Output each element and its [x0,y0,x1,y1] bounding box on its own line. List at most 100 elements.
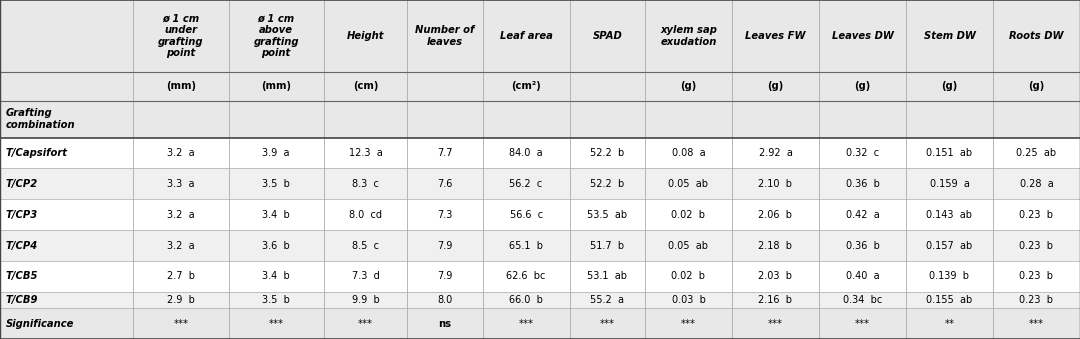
Text: (cm): (cm) [353,81,378,91]
Bar [645,101,732,138]
Bar [324,261,407,292]
Text: 0.151  ab: 0.151 ab [927,148,973,158]
Bar [0,292,134,308]
Bar [732,230,819,261]
Bar [906,261,993,292]
Bar [229,292,324,308]
Text: T/CB5: T/CB5 [5,271,38,281]
Text: Leaves FW: Leaves FW [745,31,806,41]
Bar [819,230,906,261]
Text: ***: *** [768,319,783,328]
Bar [906,72,993,101]
Text: 7.6: 7.6 [437,179,453,189]
Text: 0.42  a: 0.42 a [846,210,879,220]
Bar [134,168,229,199]
Text: 0.139  b: 0.139 b [930,271,970,281]
Bar [569,292,645,308]
Bar [906,308,993,339]
Bar [819,72,906,101]
Bar [407,138,483,168]
Text: 0.36  b: 0.36 b [846,179,879,189]
Bar [483,138,569,168]
Text: 53.1  ab: 53.1 ab [588,271,627,281]
Bar [906,292,993,308]
Bar [229,0,324,72]
Text: (g): (g) [680,81,697,91]
Bar [407,261,483,292]
Bar [993,308,1080,339]
Bar [906,101,993,138]
Bar [0,0,134,72]
Text: Height: Height [347,31,384,41]
Bar [134,101,229,138]
Bar [324,308,407,339]
Text: SPAD: SPAD [593,31,622,41]
Text: ns: ns [438,319,451,328]
Text: Leaf area: Leaf area [500,31,553,41]
Text: 56.2  c: 56.2 c [510,179,543,189]
Text: 0.02  b: 0.02 b [672,271,705,281]
Bar [229,308,324,339]
Text: 0.08  a: 0.08 a [672,148,705,158]
Bar [134,138,229,168]
Text: 2.18  b: 2.18 b [758,240,793,251]
Text: ***: *** [518,319,534,328]
Bar [407,168,483,199]
Bar [229,230,324,261]
Text: 0.23  b: 0.23 b [1020,271,1053,281]
Bar [407,199,483,230]
Text: 7.9: 7.9 [437,271,453,281]
Text: 0.28  a: 0.28 a [1020,179,1053,189]
Text: 3.2  a: 3.2 a [167,240,194,251]
Bar [324,101,407,138]
Bar [732,199,819,230]
Bar [993,138,1080,168]
Bar [819,292,906,308]
Text: ***: *** [855,319,870,328]
Text: 0.03  b: 0.03 b [672,295,705,305]
Text: 52.2  b: 52.2 b [590,179,624,189]
Bar [569,230,645,261]
Bar [819,168,906,199]
Bar [906,168,993,199]
Bar [407,308,483,339]
Bar [732,168,819,199]
Bar [229,168,324,199]
Bar [134,308,229,339]
Text: ***: *** [599,319,615,328]
Text: 3.6  b: 3.6 b [262,240,289,251]
Text: 65.1  b: 65.1 b [509,240,543,251]
Text: 8.5  c: 8.5 c [352,240,379,251]
Text: 0.23  b: 0.23 b [1020,210,1053,220]
Bar [819,101,906,138]
Text: 55.2  a: 55.2 a [591,295,624,305]
Text: 52.2  b: 52.2 b [590,148,624,158]
Text: **: ** [945,319,955,328]
Text: 2.06  b: 2.06 b [758,210,793,220]
Bar [483,72,569,101]
Bar [0,308,134,339]
Bar [906,199,993,230]
Bar [645,199,732,230]
Text: Stem DW: Stem DW [923,31,975,41]
Text: 0.23  b: 0.23 b [1020,240,1053,251]
Bar [569,168,645,199]
Bar [732,292,819,308]
Text: 12.3  a: 12.3 a [349,148,382,158]
Bar [906,0,993,72]
Text: ***: *** [1029,319,1044,328]
Text: ø 1 cm
under
grafting
point: ø 1 cm under grafting point [158,14,204,58]
Bar [819,138,906,168]
Text: 66.0  b: 66.0 b [509,295,543,305]
Text: 2.9  b: 2.9 b [167,295,194,305]
Bar [569,101,645,138]
Bar [407,72,483,101]
Text: 3.2  a: 3.2 a [167,148,194,158]
Text: 7.3  d: 7.3 d [351,271,379,281]
Text: xylem sap
exudation: xylem sap exudation [660,25,717,47]
Bar [993,292,1080,308]
Text: 3.9  a: 3.9 a [262,148,289,158]
Bar [569,308,645,339]
Bar [0,168,134,199]
Bar [324,138,407,168]
